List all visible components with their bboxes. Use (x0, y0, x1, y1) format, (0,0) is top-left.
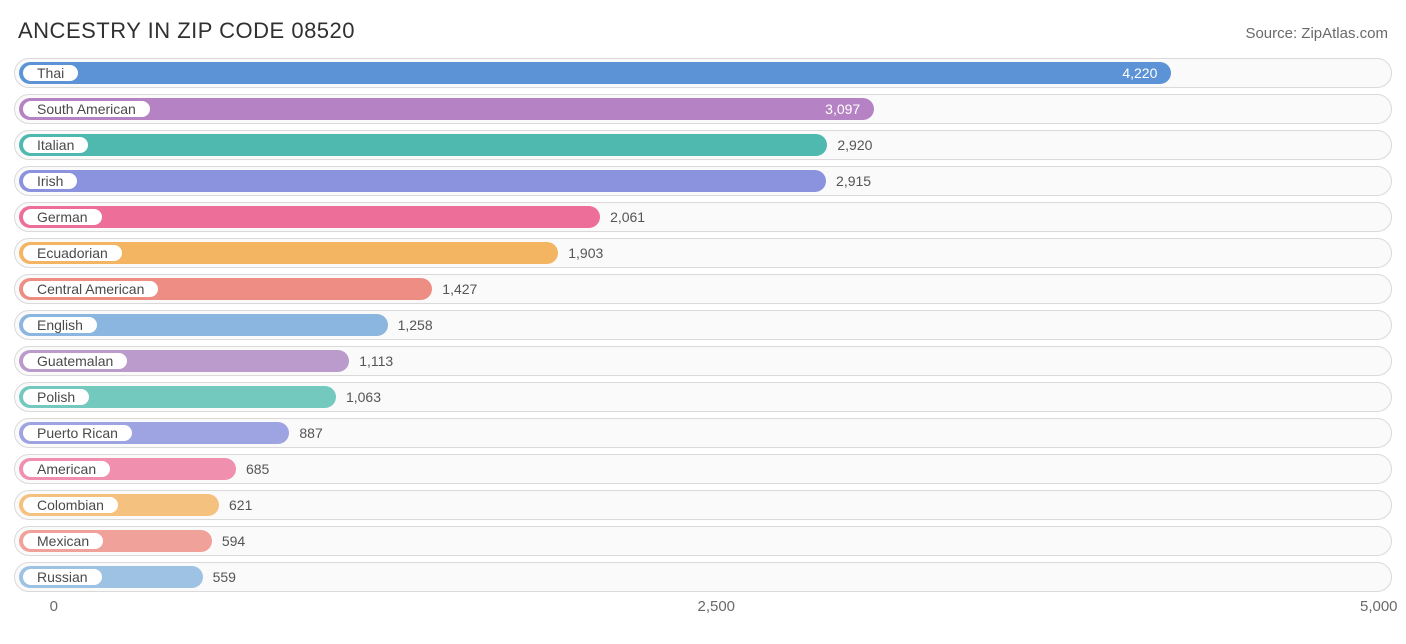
value-label: 685 (246, 455, 269, 483)
bar-row: Polish 1,063 (14, 382, 1392, 412)
category-pill: Mexican (21, 531, 105, 551)
category-pill: American (21, 459, 112, 479)
chart-title: ANCESTRY IN ZIP CODE 08520 (18, 18, 355, 44)
chart-header: ANCESTRY IN ZIP CODE 08520 Source: ZipAt… (14, 18, 1392, 44)
category-pill: South American (21, 99, 152, 119)
x-tick: 5,000 (1360, 598, 1398, 615)
bar-row: Irish 2,915 (14, 166, 1392, 196)
bar-row: Russian 559 (14, 562, 1392, 592)
bar-row: American 685 (14, 454, 1392, 484)
value-label: 4,220 (1122, 59, 1157, 87)
bar-row: Guatemalan 1,113 (14, 346, 1392, 376)
bar (19, 206, 600, 228)
ancestry-chart: ANCESTRY IN ZIP CODE 08520 Source: ZipAt… (0, 0, 1406, 634)
bar-row: Italian 2,920 (14, 130, 1392, 160)
value-label: 3,097 (825, 95, 860, 123)
category-pill: Colombian (21, 495, 120, 515)
value-label: 621 (229, 491, 252, 519)
bar-row: South American 3,097 (14, 94, 1392, 124)
plot-area: Thai 4,220 South American 3,097 Italian 2,920… (14, 58, 1392, 592)
category-pill: Russian (21, 567, 104, 587)
bar (19, 170, 826, 192)
bar-row: Thai 4,220 (14, 58, 1392, 88)
category-pill: Central American (21, 279, 160, 299)
category-pill: English (21, 315, 99, 335)
category-pill: Ecuadorian (21, 243, 124, 263)
value-label: 1,903 (568, 239, 603, 267)
value-label: 2,915 (836, 167, 871, 195)
value-label: 594 (222, 527, 245, 555)
category-pill: German (21, 207, 104, 227)
category-pill: Thai (21, 63, 80, 83)
bar-row: Colombian 621 (14, 490, 1392, 520)
category-pill: Italian (21, 135, 90, 155)
value-label: 1,063 (346, 383, 381, 411)
chart-source: Source: ZipAtlas.com (1245, 25, 1388, 42)
bar-row: German 2,061 (14, 202, 1392, 232)
value-label: 1,113 (359, 347, 393, 375)
category-pill: Guatemalan (21, 351, 129, 371)
value-label: 1,258 (398, 311, 433, 339)
category-pill: Irish (21, 171, 79, 191)
bar (19, 134, 827, 156)
bar-row: Ecuadorian 1,903 (14, 238, 1392, 268)
category-pill: Puerto Rican (21, 423, 134, 443)
bar-row: English 1,258 (14, 310, 1392, 340)
value-label: 2,920 (837, 131, 872, 159)
bar-row: Puerto Rican 887 (14, 418, 1392, 448)
value-label: 887 (299, 419, 322, 447)
x-tick: 2,500 (697, 598, 735, 615)
x-axis: 02,5005,000 (14, 598, 1392, 624)
value-label: 1,427 (442, 275, 477, 303)
category-pill: Polish (21, 387, 91, 407)
x-tick: 0 (50, 598, 58, 615)
value-label: 559 (213, 563, 236, 591)
value-label: 2,061 (610, 203, 645, 231)
bar-row: Mexican 594 (14, 526, 1392, 556)
bar-row: Central American 1,427 (14, 274, 1392, 304)
bar (19, 62, 1171, 84)
